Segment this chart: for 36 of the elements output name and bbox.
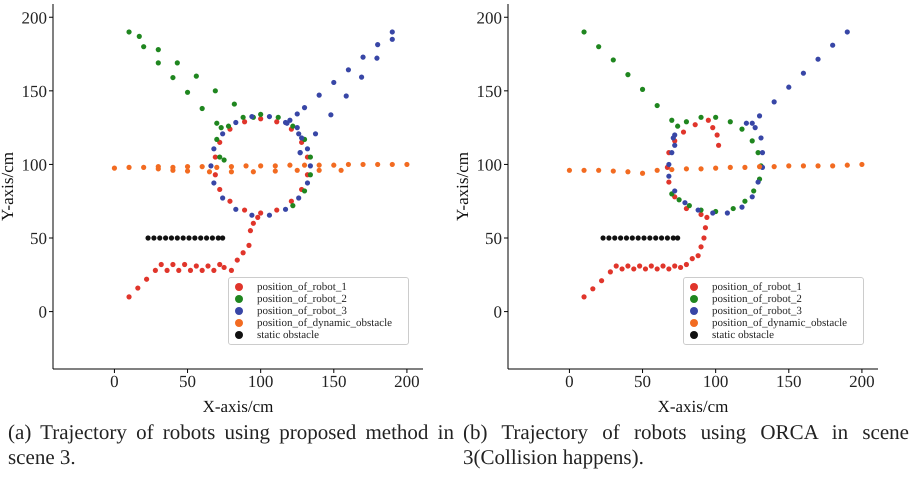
legend-label: position_of_robot_1 [257, 281, 347, 293]
x-tick-label: 50 [179, 372, 196, 392]
x-tick-label: 0 [565, 372, 574, 392]
x-tick-label: 100 [248, 372, 274, 392]
x-tick-label: 0 [110, 372, 119, 392]
y-axis-title: Y-axis/cm [0, 152, 18, 221]
x-axis-title: X-axis/cm [202, 397, 274, 416]
x-tick-label: 150 [321, 372, 347, 392]
legend-label: position_of_robot_2 [257, 293, 347, 305]
legend-label: position_of_dynamic_obstacle [257, 317, 392, 329]
y-tick-label: 200 [22, 8, 47, 28]
y-tick-label: 0 [38, 302, 47, 322]
legend-label: static obstacle [712, 329, 774, 341]
y-tick-label: 150 [22, 82, 47, 101]
legend-label: position_of_dynamic_obstacle [712, 317, 848, 329]
y-tick-label: 0 [494, 302, 502, 322]
x-axis-title: X-axis/cm [658, 397, 728, 416]
x-tick-label: 150 [776, 372, 802, 392]
legend-label: position_of_robot_3 [712, 305, 802, 317]
y-tick-label: 150 [476, 82, 502, 101]
x-tick-label: 200 [394, 372, 420, 392]
legend-label: position_of_robot_1 [712, 281, 802, 293]
text: (b) Trajectory of robots using ORCA in scene 3(Collision happens). [463, 420, 909, 470]
x-tick-label: 50 [634, 372, 652, 392]
legend-label: position_of_robot_2 [712, 293, 802, 305]
x-tick-label: 100 [702, 372, 728, 392]
y-axis-title: Y-axis/cm [453, 152, 472, 221]
y-tick-label: 100 [476, 155, 502, 174]
y-tick-label: 50 [485, 229, 502, 248]
x-tick-label: 200 [849, 372, 875, 392]
legend-label: static obstacle [257, 329, 320, 341]
legend-label: position_of_robot_3 [257, 305, 347, 317]
text: (a) Trajectory of robots using proposed method in scene 3. [8, 420, 454, 470]
y-tick-label: 50 [30, 229, 47, 248]
y-tick-label: 200 [476, 8, 502, 28]
y-tick-label: 100 [22, 155, 47, 174]
